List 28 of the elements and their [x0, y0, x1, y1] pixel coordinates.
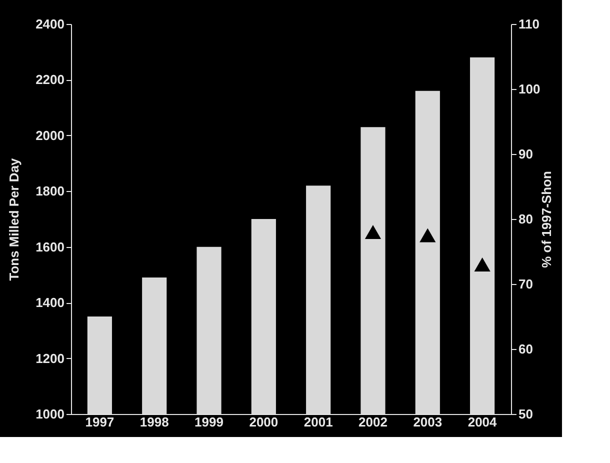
x-tick-label: 2000: [249, 414, 278, 430]
x-tick-label: 2003: [413, 414, 442, 430]
y2-tick-label: 70: [518, 276, 533, 292]
y2-tick-label: 100: [518, 82, 540, 96]
x-tick-label: 2004: [468, 414, 498, 430]
y-tick-label: 2400: [36, 16, 64, 32]
point: [364, 225, 382, 239]
point: [474, 258, 490, 272]
y2-tick-label: 90: [518, 146, 533, 162]
y-tick-label: 1000: [36, 406, 64, 422]
x-tick-label: 2001: [304, 414, 333, 430]
y2-tick-label: 50: [518, 406, 533, 422]
y2-tick-label: 80: [518, 212, 533, 226]
y-axis-title: Tons Milled Per Day: [6, 157, 22, 281]
y-tick-label: 1200: [36, 350, 64, 366]
y-tick-label: 1800: [36, 184, 64, 199]
y2-tick-label: 60: [518, 342, 533, 356]
y-tick-label: 2000: [36, 128, 64, 143]
x-tick-label: 1998: [140, 414, 169, 430]
y-tick-label: 2200: [36, 72, 64, 88]
x-tick-label: 1999: [194, 414, 224, 430]
y-tick-label: 1400: [36, 295, 64, 310]
x-tick-label: 2002: [358, 414, 388, 430]
y-tick-label: 1600: [36, 239, 64, 254]
x-tick-label: 1997: [85, 414, 114, 430]
y2-tick-label: 110: [518, 16, 540, 32]
point: [420, 228, 436, 242]
y2-axis-title: % of 1997-Shon: [539, 171, 554, 268]
